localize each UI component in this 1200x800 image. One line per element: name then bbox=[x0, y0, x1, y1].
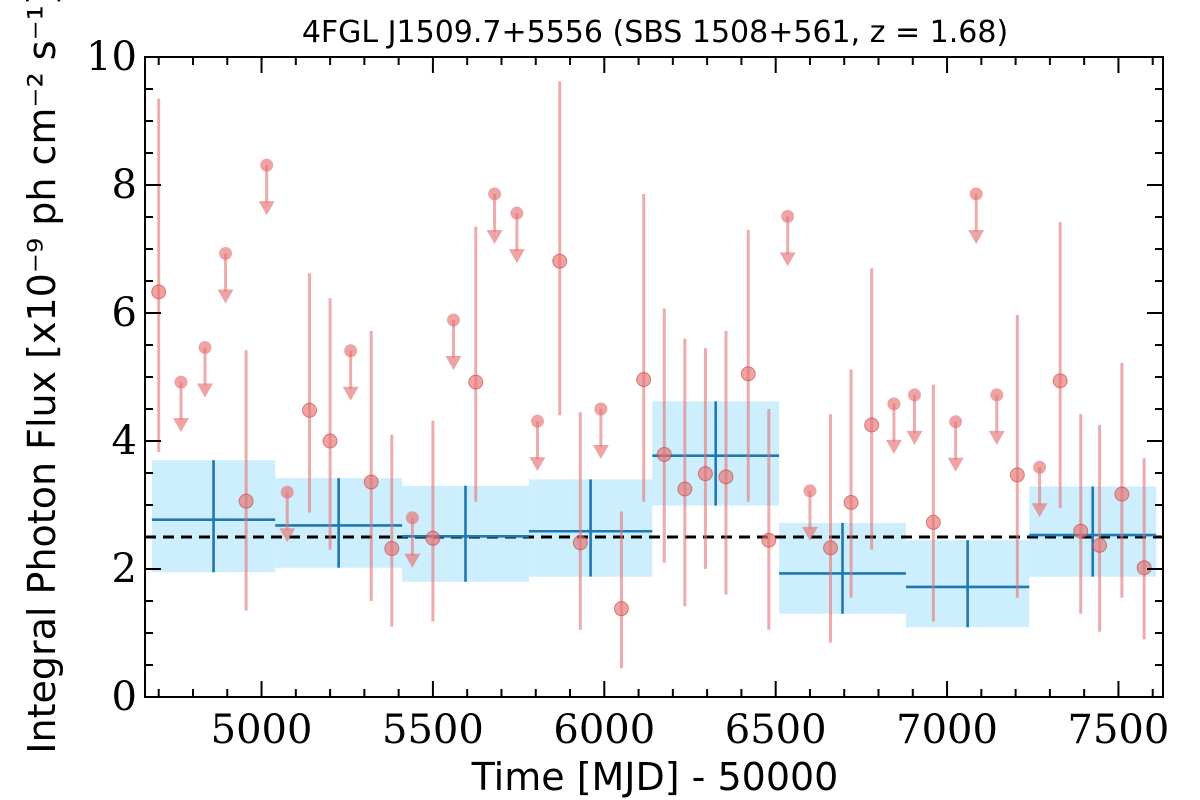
upper-limit-point bbox=[344, 344, 358, 358]
y-tick-label: 0 bbox=[112, 674, 137, 720]
detection-point bbox=[925, 514, 941, 530]
upper-limit-arrowhead bbox=[1031, 503, 1048, 518]
detection-point bbox=[740, 366, 756, 382]
upper-limit-arrowhead bbox=[258, 201, 275, 216]
upper-limit-point bbox=[488, 187, 502, 201]
detection-point bbox=[151, 284, 167, 300]
upper-limit-point bbox=[198, 341, 212, 355]
detection-point bbox=[384, 541, 400, 557]
upper-limit-point bbox=[405, 511, 419, 525]
upper-limit-point bbox=[1033, 460, 1047, 474]
detection-point bbox=[864, 417, 880, 433]
upper-limit-point bbox=[969, 187, 983, 201]
upper-limit-point bbox=[446, 313, 460, 327]
upper-limit-arrowhead bbox=[486, 229, 503, 244]
upper-limit-point bbox=[907, 388, 921, 402]
upper-limit-point bbox=[887, 397, 901, 411]
x-tick-label: 7000 bbox=[896, 707, 998, 753]
upper-limit-arrowhead bbox=[885, 439, 902, 454]
upper-limit-point bbox=[530, 414, 544, 428]
y-tick-label: 6 bbox=[112, 290, 137, 336]
upper-limit-arrowhead bbox=[445, 356, 462, 371]
upper-limit-arrowhead bbox=[988, 430, 1005, 445]
detection-point bbox=[823, 540, 839, 556]
detection-point bbox=[363, 474, 379, 490]
detection-point bbox=[1052, 373, 1068, 389]
detection-point bbox=[1073, 523, 1089, 539]
upper-limit-point bbox=[781, 209, 795, 223]
detection-point bbox=[468, 374, 484, 390]
detection-point bbox=[677, 481, 693, 497]
upper-limit-point bbox=[949, 415, 963, 429]
x-tick-label: 6000 bbox=[553, 707, 655, 753]
x-tick-label: 5500 bbox=[382, 707, 484, 753]
upper-limit-point bbox=[174, 375, 188, 389]
detection-point bbox=[697, 466, 713, 482]
y-tick-label: 4 bbox=[112, 418, 137, 464]
plot-area: 5000 5500 6000 6500 7000 7500 0 2 4 6 8 10 bbox=[86, 34, 1169, 753]
detection-point bbox=[302, 402, 318, 418]
x-tick-label: 7500 bbox=[1068, 707, 1170, 753]
detection-point bbox=[238, 493, 254, 509]
upper-limit-arrowhead bbox=[508, 249, 525, 264]
detection-point bbox=[322, 433, 338, 449]
upper-limit-arrowhead bbox=[968, 229, 985, 244]
upper-limit-point bbox=[280, 485, 294, 499]
y-tick-label: 8 bbox=[112, 162, 137, 208]
upper-limit-arrowhead bbox=[172, 418, 189, 433]
upper-limit-arrowhead bbox=[906, 430, 923, 445]
chart-title: 4FGL J1509.7+5556 (SBS 1508+561, z = 1.6… bbox=[302, 15, 1008, 50]
detection-point bbox=[636, 372, 652, 388]
detection-point bbox=[1009, 467, 1025, 483]
detection-point bbox=[613, 601, 629, 617]
detection-point bbox=[656, 446, 672, 462]
detection-point bbox=[1136, 560, 1152, 576]
detection-point bbox=[843, 494, 859, 510]
x-tick-label: 6500 bbox=[725, 707, 827, 753]
detection-point bbox=[718, 469, 734, 485]
detection-point bbox=[1092, 537, 1108, 553]
upper-limit-arrowhead bbox=[279, 528, 296, 543]
upper-limit-arrowhead bbox=[801, 526, 818, 541]
upper-limit-arrowhead bbox=[529, 457, 546, 472]
y-tick-label: 10 bbox=[86, 34, 137, 80]
upper-limit-arrowhead bbox=[342, 386, 359, 401]
detection-point bbox=[425, 530, 441, 546]
upper-limit-arrowhead bbox=[592, 445, 609, 459]
detection-point bbox=[761, 532, 777, 548]
upper-limit-arrowhead bbox=[404, 553, 421, 568]
upper-limit-point bbox=[510, 206, 524, 220]
upper-limit-arrowhead bbox=[217, 289, 234, 304]
upper-limit-point bbox=[219, 246, 233, 260]
upper-limit-arrowhead bbox=[947, 457, 964, 472]
detection-point bbox=[552, 253, 568, 269]
detection-point bbox=[572, 535, 588, 551]
upper-limit-point bbox=[260, 158, 274, 172]
y-tick-label: 2 bbox=[112, 546, 137, 592]
x-tick-label: 5000 bbox=[211, 707, 313, 753]
upper-limit-point bbox=[594, 402, 608, 416]
x-axis-label: Time [MJD] - 50000 bbox=[471, 755, 839, 799]
upper-limit-arrowhead bbox=[196, 383, 213, 398]
detection-point bbox=[1114, 486, 1130, 502]
upper-limit-point bbox=[990, 388, 1004, 402]
y-axis-label: Integral Photon Flux [x10⁻⁹ ph cm⁻² s⁻¹] bbox=[20, 0, 64, 754]
upper-limit-arrowhead bbox=[779, 252, 796, 267]
upper-limit-point bbox=[803, 484, 817, 498]
